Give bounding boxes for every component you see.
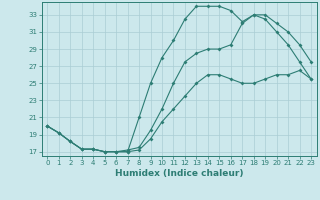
X-axis label: Humidex (Indice chaleur): Humidex (Indice chaleur)	[115, 169, 244, 178]
